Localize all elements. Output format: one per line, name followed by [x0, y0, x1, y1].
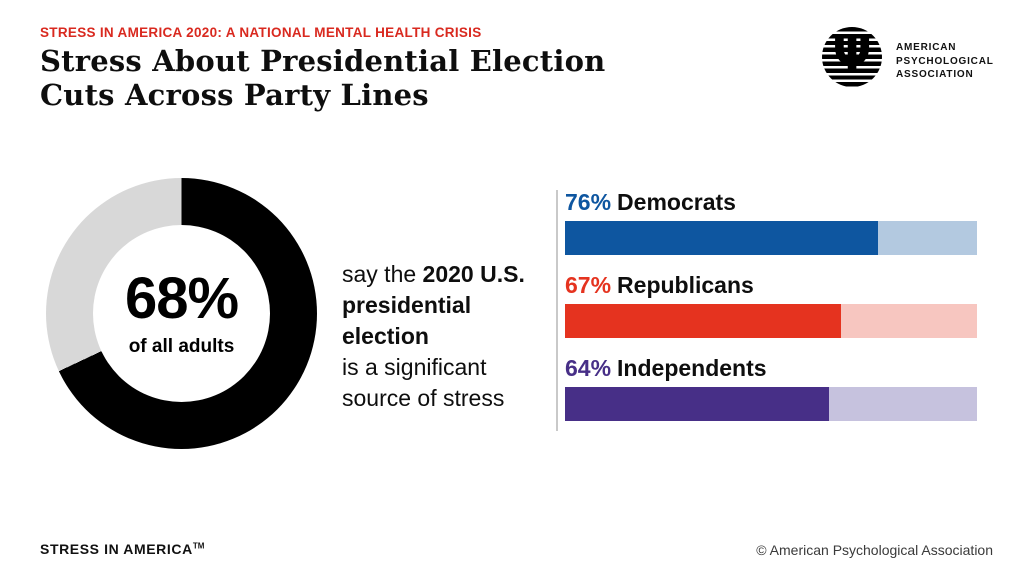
bar-label: 67% Republicans: [565, 271, 977, 299]
apa-logo-line2: PSYCHOLOGICAL: [896, 55, 994, 67]
footer-copyright: © American Psychological Association: [756, 542, 993, 558]
bar-percent-value: 64%: [565, 355, 612, 381]
bar-category-name: Republicans: [617, 272, 754, 298]
statement-l2-bold: presidential election: [342, 292, 472, 349]
bar-label: 76% Democrats: [565, 188, 977, 216]
bar-track: [565, 221, 977, 255]
eyebrow-text: STRESS IN AMERICA 2020: A NATIONAL MENTA…: [40, 25, 482, 40]
apa-logo-line3: ASSOCIATION: [896, 69, 974, 80]
statement-text: say the 2020 U.S. presidential election …: [342, 259, 552, 414]
statement-l1-bold: 2020 U.S.: [422, 261, 525, 287]
donut-caption: of all adults: [128, 335, 235, 357]
donut-chart: 68% of all adults: [46, 178, 317, 449]
statement-l3: is a significant: [342, 354, 487, 380]
bar-row: 76% Democrats: [565, 188, 977, 255]
bar-fill: [565, 221, 879, 255]
psi-glyph: Ψ: [832, 29, 872, 84]
bar-row: 67% Republicans: [565, 271, 977, 338]
donut-value: 68%: [124, 265, 239, 331]
donut-center-label: 68% of all adults: [46, 178, 317, 449]
apa-logo-line1: AMERICAN: [896, 42, 957, 53]
bar-percent-value: 67%: [565, 272, 612, 298]
bar-label: 64% Independents: [565, 354, 977, 382]
bar-track: [565, 304, 977, 338]
bar-track: [565, 387, 977, 421]
page-title-line1: Stress About Presidential Election: [40, 44, 606, 78]
page-title: Stress About Presidential Election Cuts A…: [40, 44, 605, 112]
page-title-line2: Cuts Across Party Lines: [40, 78, 429, 112]
bar-fill: [565, 304, 842, 338]
footer-brand-text: STRESS IN AMERICA: [40, 541, 193, 557]
bar-category-name: Democrats: [617, 189, 736, 215]
apa-psi-logo-icon: Ψ: [822, 27, 882, 87]
statement-l4: source of stress: [342, 385, 505, 411]
apa-logo-wordmark: AMERICAN PSYCHOLOGICAL ASSOCIATION: [896, 41, 994, 82]
bar-chart: 76% Democrats 67% Republicans 64% Independe…: [565, 188, 977, 437]
footer-brand: STRESS IN AMERICATM: [40, 541, 204, 557]
bar-chart-axis-line: [556, 190, 558, 431]
bar-category-name: Independents: [617, 355, 767, 381]
bar-row: 64% Independents: [565, 354, 977, 421]
trademark-symbol: TM: [192, 541, 205, 551]
bar-percent-value: 76%: [565, 189, 612, 215]
statement-l1-regular: say the: [342, 261, 423, 287]
bar-fill: [565, 387, 829, 421]
